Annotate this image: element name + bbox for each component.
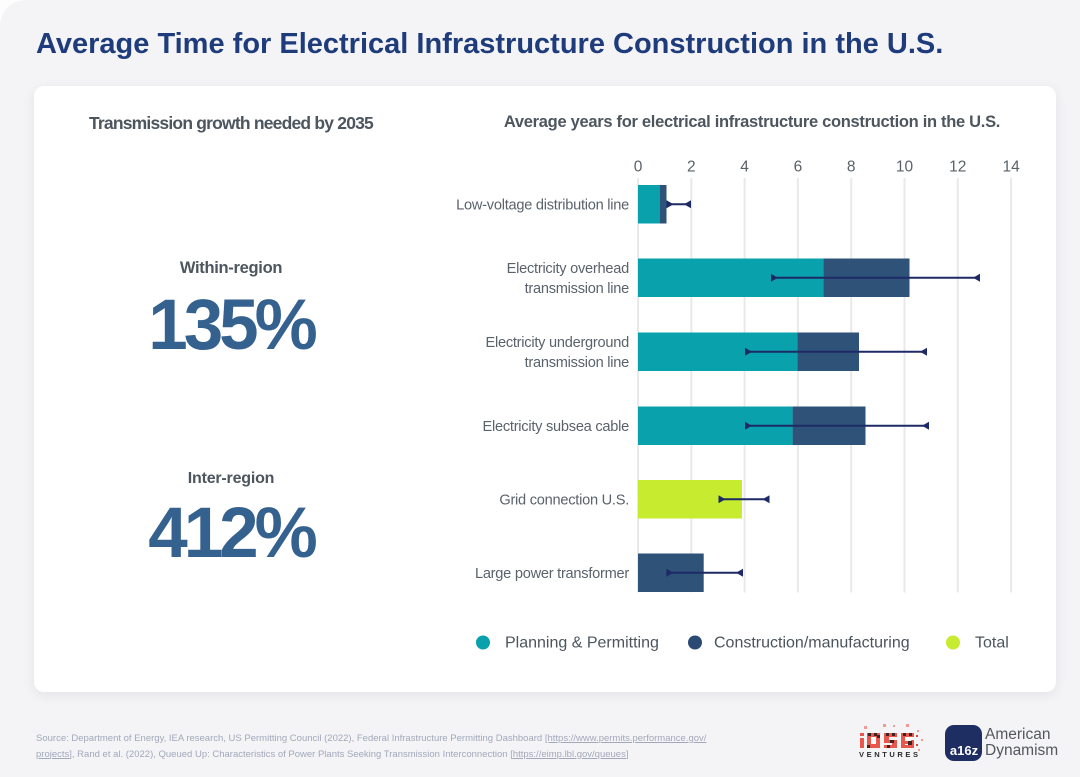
svg-text:Large power transformer: Large power transformer — [475, 566, 629, 582]
svg-text:transmission line: transmission line — [525, 281, 630, 297]
svg-text:2: 2 — [687, 159, 696, 176]
svg-text:Planning & Permitting: Planning & Permitting — [505, 635, 659, 652]
svg-text:Electricity subsea cable: Electricity subsea cable — [483, 419, 630, 435]
svg-text:Total: Total — [975, 635, 1009, 652]
svg-text:10: 10 — [896, 159, 914, 176]
svg-text:14: 14 — [1002, 159, 1020, 176]
svg-text:6: 6 — [794, 159, 803, 176]
svg-text:8: 8 — [847, 159, 856, 176]
svg-text:Electricity overhead: Electricity overhead — [507, 261, 629, 277]
svg-text:Grid connection U.S.: Grid connection U.S. — [499, 493, 629, 509]
svg-text:4: 4 — [740, 159, 749, 176]
svg-text:Construction/manufacturing: Construction/manufacturing — [714, 635, 910, 652]
svg-text:Low-voltage distribution line: Low-voltage distribution line — [456, 198, 629, 214]
svg-text:12: 12 — [949, 159, 966, 176]
svg-text:transmission line: transmission line — [525, 355, 630, 371]
svg-text:Electricity underground: Electricity underground — [485, 335, 629, 351]
svg-text:0: 0 — [634, 159, 643, 176]
